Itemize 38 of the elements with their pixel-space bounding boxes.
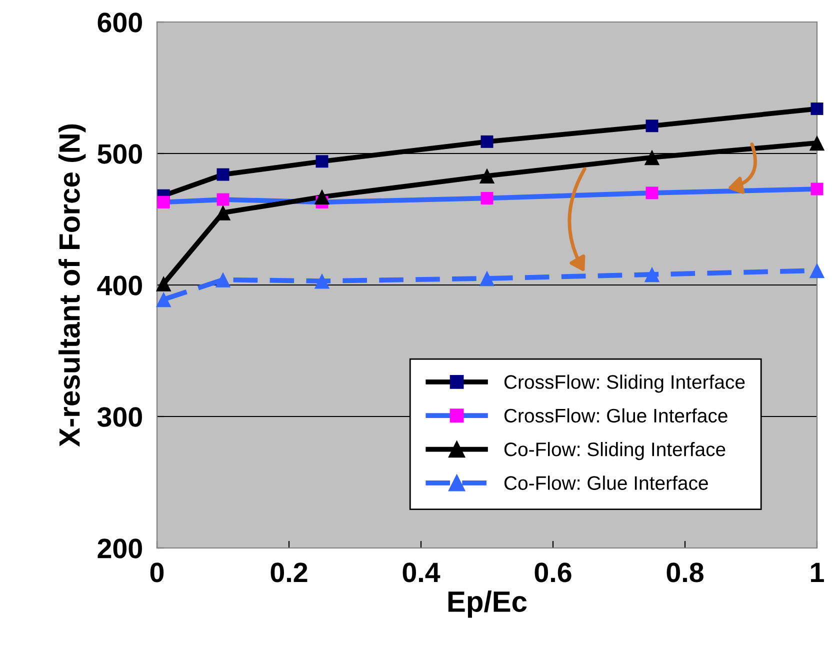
y-tick-label: 300 — [97, 407, 142, 427]
point — [316, 155, 328, 168]
point — [216, 193, 230, 206]
point — [314, 273, 330, 289]
y-axis-title: X-resultant of Force (N) — [58, 124, 86, 447]
point — [480, 192, 494, 204]
point — [809, 262, 825, 278]
point — [314, 189, 330, 205]
legend-label: CrossFlow: Sliding Interface — [504, 374, 745, 393]
x-tick-label: 1 — [811, 562, 824, 582]
point — [156, 276, 172, 292]
point — [646, 186, 658, 200]
x-tick-label: 0.6 — [534, 562, 572, 582]
point — [646, 120, 658, 132]
legend-label: Co-Flow: Sliding Interface — [504, 442, 726, 460]
point — [479, 168, 495, 184]
point — [479, 270, 495, 286]
y-tick-label: 400 — [97, 276, 142, 296]
x-tick-label: 0 — [150, 562, 164, 582]
legend-label: CrossFlow: Glue Interface — [504, 408, 728, 423]
x-tick-label: 0.4 — [402, 562, 440, 582]
point — [644, 266, 660, 282]
point — [216, 168, 230, 181]
point — [215, 272, 231, 288]
point — [156, 292, 172, 308]
y-tick-label: 500 — [98, 144, 142, 164]
point — [810, 182, 824, 196]
y-tick-label: 200 — [98, 538, 142, 558]
x-axis-title: Ep/Ec — [448, 590, 527, 618]
point — [157, 196, 170, 208]
point — [810, 102, 824, 116]
x-tick-label: 0.8 — [666, 562, 704, 582]
legend-label: Co-Flow: Glue Interface — [504, 476, 708, 490]
x-tick-label: 0.2 — [270, 562, 308, 582]
point — [644, 150, 660, 166]
point — [480, 135, 494, 148]
point — [809, 135, 825, 151]
y-tick-label: 600 — [98, 12, 142, 32]
